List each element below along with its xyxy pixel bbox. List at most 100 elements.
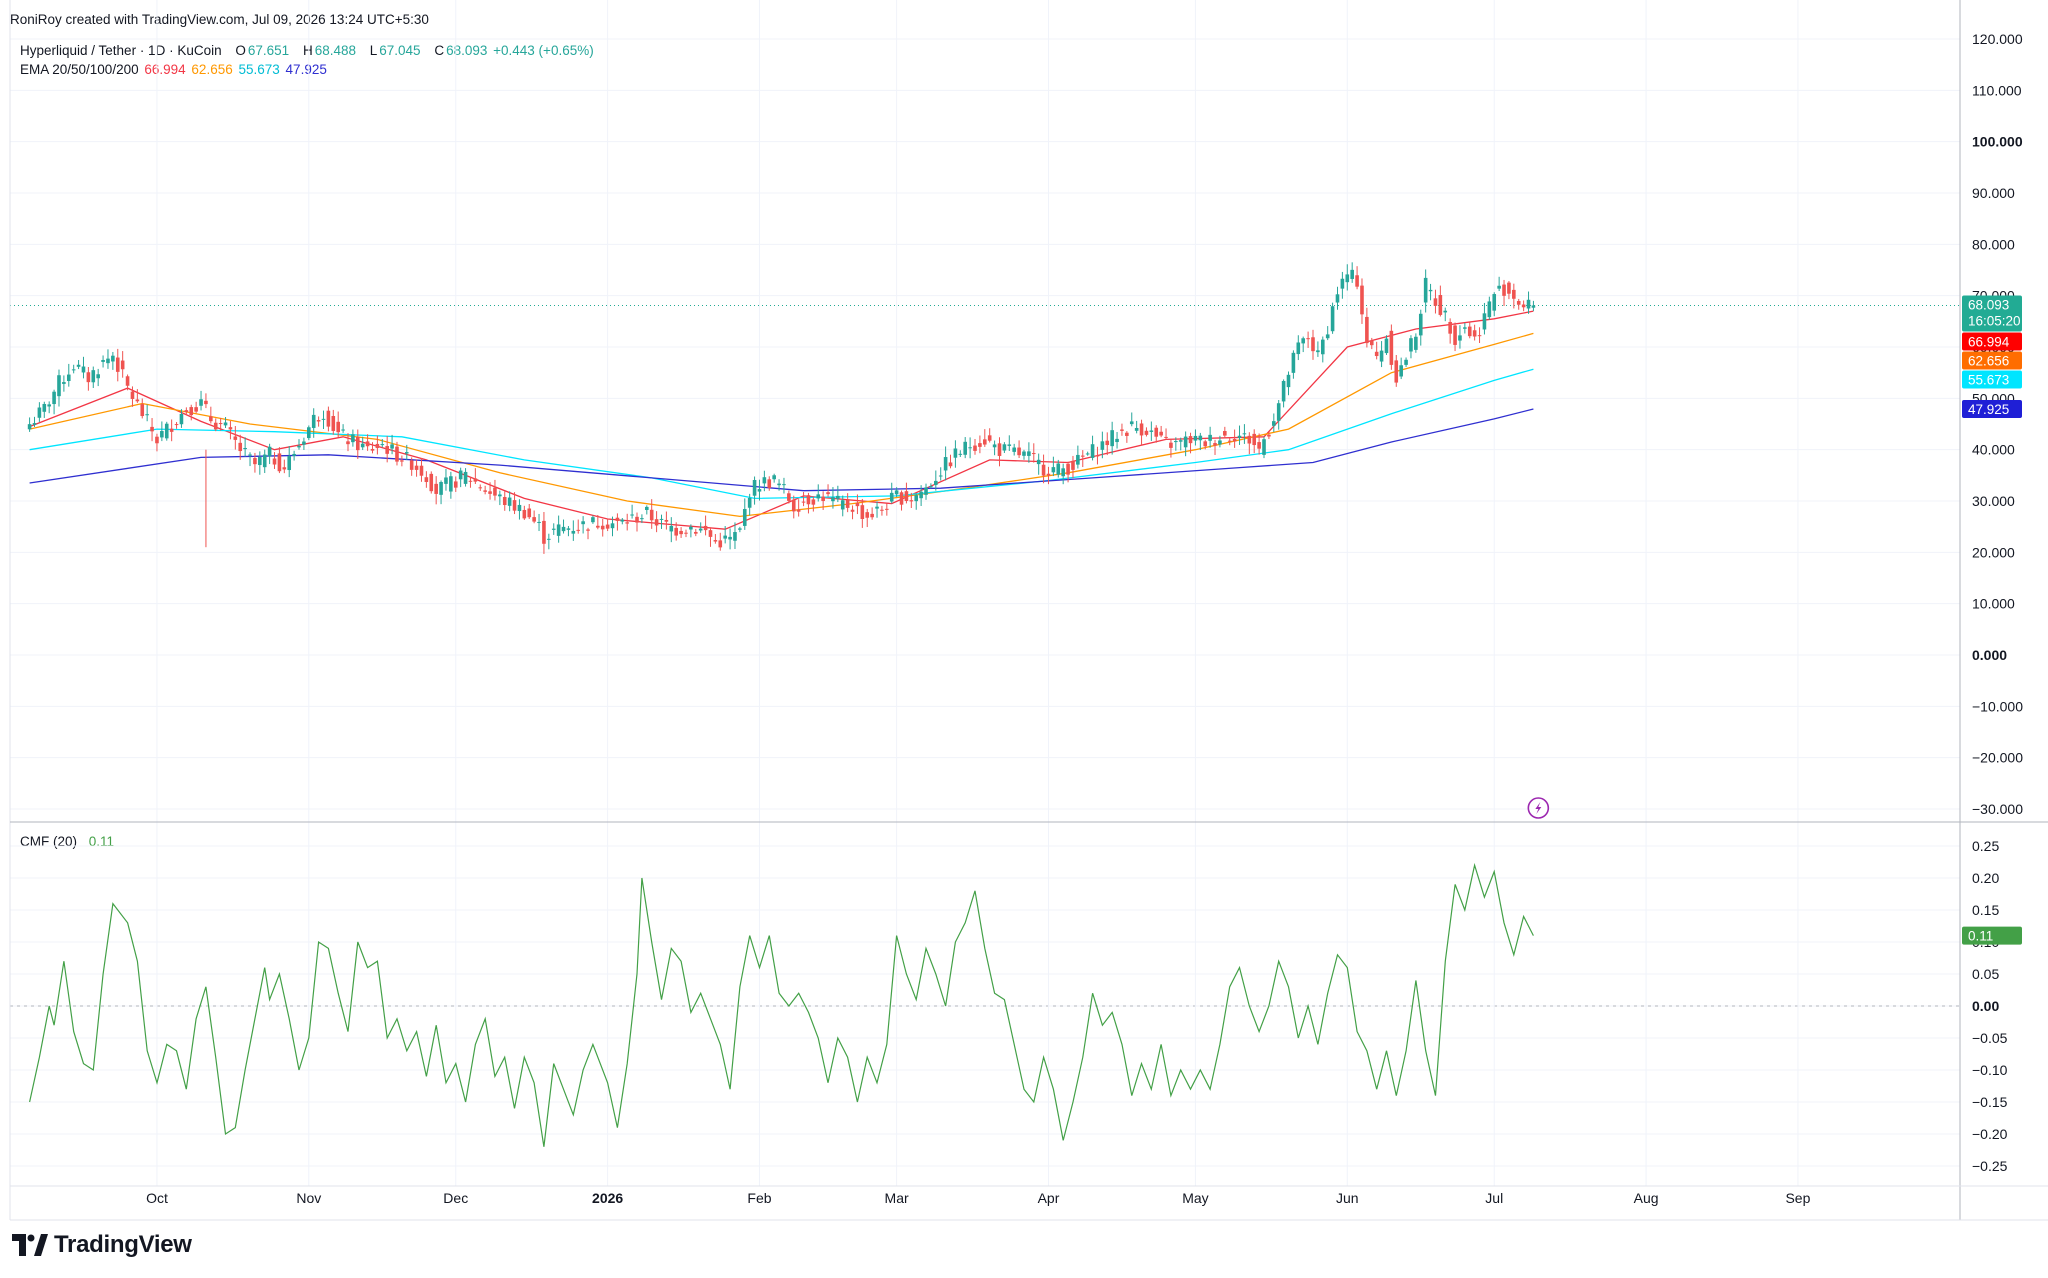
candle: [1257, 433, 1261, 455]
high-value: 68.488: [314, 43, 356, 58]
candle-body: [924, 487, 928, 495]
candle-body: [86, 372, 91, 383]
candle: [1330, 302, 1335, 334]
candle: [865, 508, 870, 528]
candle: [581, 516, 585, 534]
candle: [1531, 300, 1536, 312]
candle: [1360, 278, 1364, 324]
candle-body: [228, 427, 233, 430]
tradingview-logo[interactable]: TradingView: [12, 1230, 192, 1260]
candle-body: [365, 441, 370, 447]
ema-tag-4-text: 47.925: [1968, 402, 2009, 417]
ema-title[interactable]: EMA 20/50/100/200: [20, 62, 139, 77]
candle-body: [1409, 338, 1413, 352]
candle-body: [326, 410, 331, 427]
candle-body: [1365, 316, 1369, 344]
candle: [938, 467, 943, 481]
candle-body: [458, 470, 463, 480]
time-tick-label: Apr: [1038, 1190, 1060, 1206]
candle: [1218, 435, 1222, 448]
candle: [625, 513, 630, 531]
candle-body: [262, 454, 267, 468]
candle: [689, 524, 693, 538]
candle: [1080, 450, 1085, 468]
candle-body: [787, 493, 791, 501]
candle: [189, 404, 194, 421]
candle: [1482, 302, 1487, 335]
candle: [223, 417, 228, 429]
price-tick-label: 90.000: [1972, 185, 2015, 201]
candle: [424, 471, 429, 488]
price-legend: Hyperliquid / Tether · 1D · KuCoin O 67.6…: [20, 41, 594, 79]
candle: [1320, 336, 1325, 363]
candle-body: [948, 462, 953, 467]
candle-body: [850, 509, 855, 512]
time-tick-label: Sep: [1785, 1190, 1810, 1206]
candle: [1433, 289, 1438, 314]
candle-body: [664, 519, 669, 522]
candle: [321, 410, 326, 430]
candle-body: [1360, 285, 1364, 315]
candle-body: [1061, 468, 1065, 477]
candle-body: [1311, 337, 1315, 352]
candle-body: [512, 500, 517, 511]
candle-body: [605, 524, 610, 529]
candle-body: [1095, 455, 1100, 457]
candle: [1350, 262, 1354, 283]
candle: [1115, 431, 1119, 449]
candle: [1301, 336, 1305, 353]
candle: [174, 422, 179, 429]
candle: [365, 434, 370, 451]
candle: [1198, 432, 1203, 451]
ema-tag-2: 62.656: [1962, 351, 2022, 370]
candle: [267, 443, 272, 465]
symbol-title[interactable]: Hyperliquid / Tether · 1D · KuCoin: [20, 43, 222, 58]
candle-body: [1149, 430, 1154, 432]
candle: [1085, 451, 1090, 456]
candle-body: [360, 443, 365, 448]
time-tick-label: Dec: [443, 1190, 468, 1206]
candle: [1237, 425, 1242, 445]
candle: [1100, 431, 1105, 459]
candle-body: [1232, 438, 1237, 442]
ema100-value: 55.673: [238, 62, 280, 77]
candle: [982, 429, 987, 447]
candle: [596, 515, 600, 530]
candle: [439, 480, 443, 505]
candle-body: [1281, 380, 1286, 402]
candle-body: [1404, 359, 1408, 365]
candle-body: [1472, 330, 1477, 337]
candle-body: [434, 483, 438, 494]
candle: [194, 401, 198, 414]
candle: [742, 498, 747, 530]
candle: [355, 429, 360, 459]
candle: [1423, 269, 1428, 313]
candle: [145, 404, 149, 422]
candle: [429, 471, 434, 494]
candle-body: [1017, 447, 1021, 456]
time-tick-label: Oct: [146, 1190, 168, 1206]
candle-body: [1129, 421, 1134, 425]
candle-body: [42, 403, 47, 412]
candle-body: [473, 478, 478, 482]
candle: [76, 359, 81, 370]
candle: [1472, 324, 1477, 341]
candle: [767, 476, 772, 491]
cmf-legend: CMF (20) 0.11: [20, 834, 114, 849]
cmf-title[interactable]: CMF (20): [20, 834, 77, 849]
candle-body: [973, 445, 977, 451]
candle-body: [600, 525, 605, 530]
candle-body: [630, 514, 634, 516]
candle: [547, 533, 551, 550]
candle-body: [522, 509, 527, 519]
candle: [845, 493, 850, 513]
candle-body: [1105, 440, 1110, 446]
ema-tag-3-text: 55.673: [1968, 372, 2009, 387]
candle: [135, 389, 140, 403]
candle-body: [258, 457, 262, 466]
candle: [885, 503, 889, 516]
price-tick-label: 100.000: [1972, 134, 2023, 150]
candle: [1012, 443, 1016, 456]
candle: [527, 503, 532, 520]
